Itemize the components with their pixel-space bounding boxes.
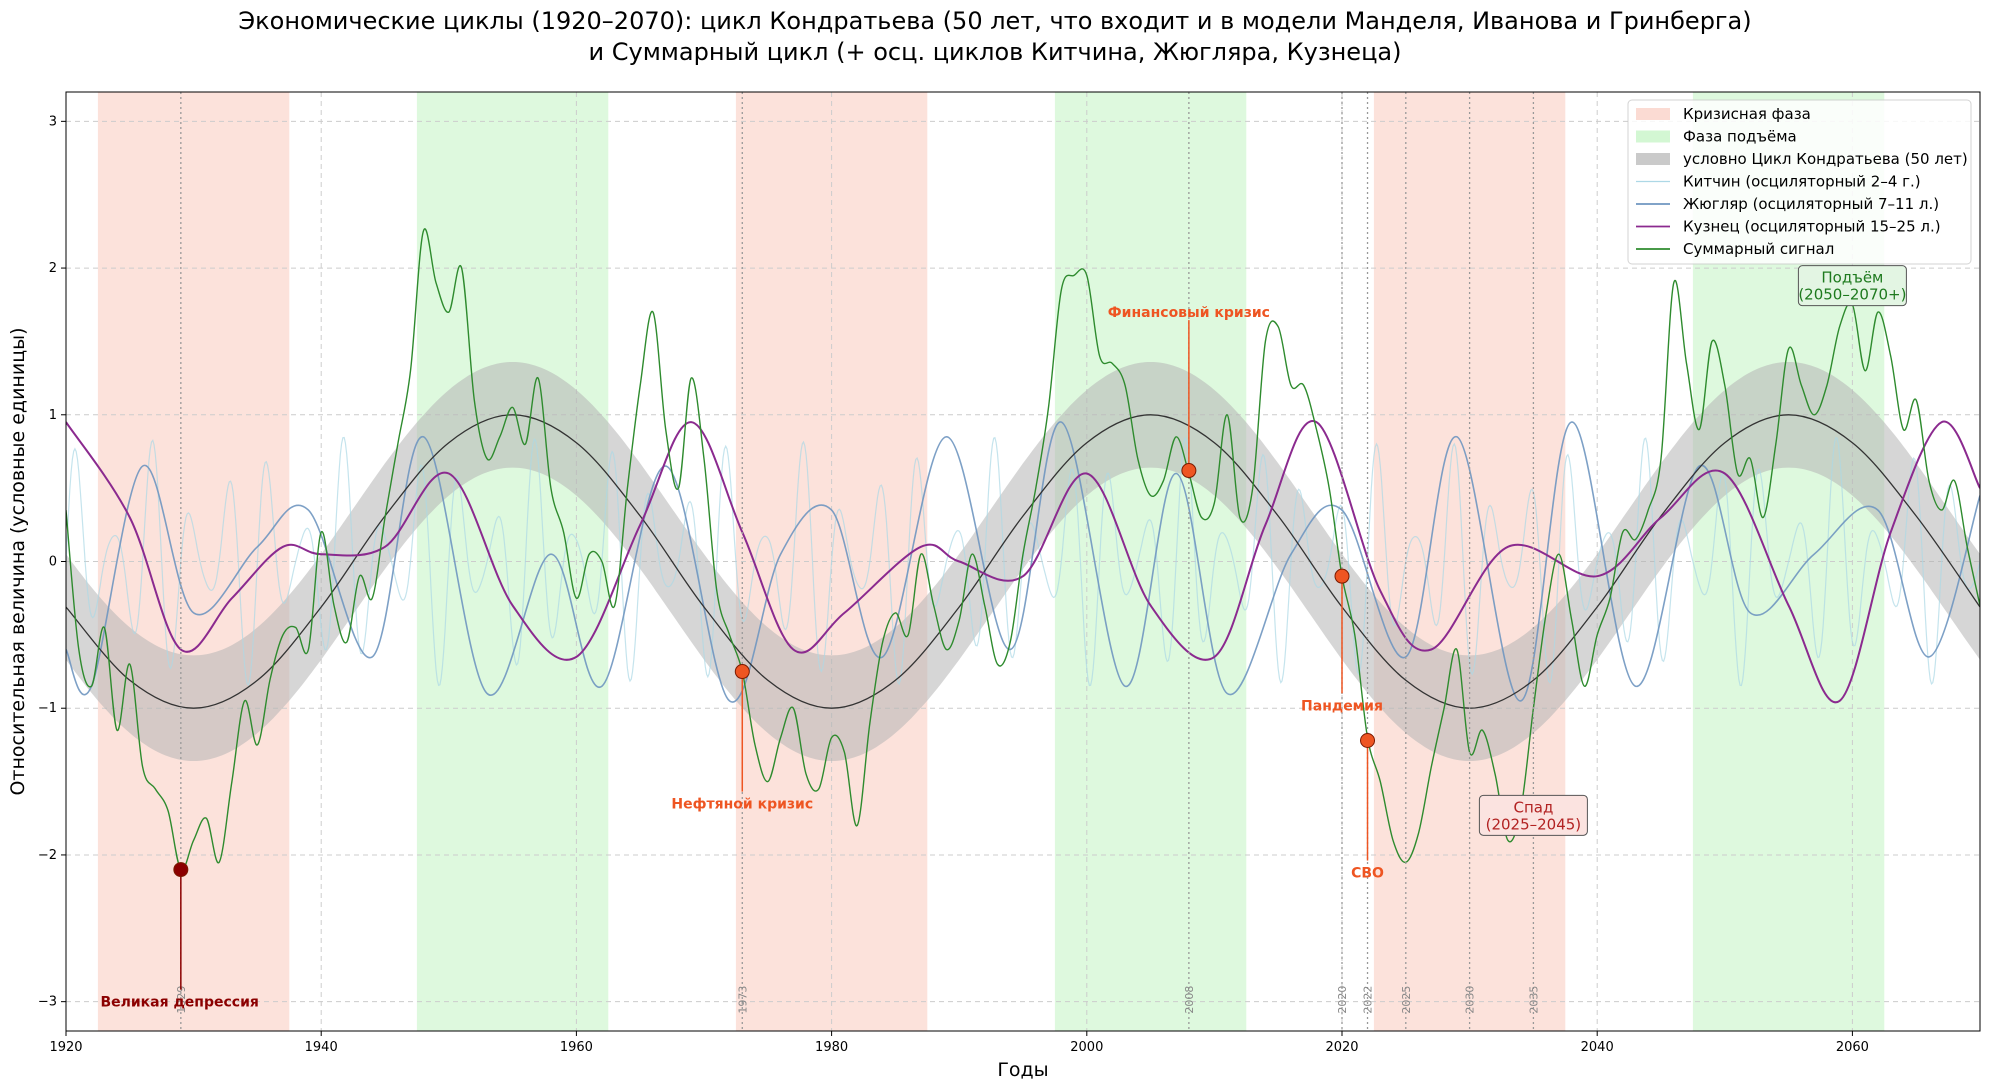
kuznets-line [66,420,1980,704]
chart-title: Экономические циклы (1920–2070): цикл Ко… [0,6,1990,68]
vline-label-2030: 2030 [1464,986,1477,1014]
event-marker-3 [1334,568,1350,584]
phase-box-line1-1: Подъём [1821,269,1883,287]
x-tick-label-1920: 1920 [49,1040,82,1055]
vline-label-1973: 1973 [736,986,749,1014]
vline-label-2025: 2025 [1400,986,1413,1014]
event-label-4: СВО [1351,866,1384,882]
x-tick-label-1980: 1980 [815,1040,848,1055]
y-axis-label: Относительная величина (условные единицы… [7,327,29,795]
legend-label-kuznets: Кузнец (осциляторный 15–25 л.) [1683,218,1941,236]
y-tick-label--3: −3 [38,995,57,1010]
event-marker-1 [734,664,750,680]
chart-title-line-2: и Суммарный цикл (+ осц. циклов Китчина,… [588,38,1402,66]
legend-label-kitchin: Китчин (осциляторный 2–4 г.) [1683,173,1921,191]
plot-area: 1929 1973 2008 2020 2022 2025 2030 2035 Великая … [66,92,1980,1031]
vline-label-2008: 2008 [1183,986,1196,1014]
legend-swatch-crisis [1636,108,1670,120]
legend-label-crisis: Кризисная фаза [1683,105,1811,123]
x-tick-label-1940: 1940 [305,1040,338,1055]
event-label-1: Нефтяной кризис [671,797,813,813]
kitchin-line [66,436,1980,687]
phase-box-0 [1478,794,1588,836]
y-tick-label-3: 3 [49,114,57,129]
vline-label-1929: 1929 [175,986,188,1014]
phase-box-line1-0: Спад [1513,798,1553,816]
x-tick-label-1960: 1960 [560,1040,593,1055]
y-tick-label--2: −2 [38,848,57,863]
legend-label-kondratiev: условно Цикл Кондратьева (50 лет) [1683,150,1968,168]
legend-box [1627,99,1972,265]
legend-label-juglar: Жюгляр (осциляторный 7–11 л.) [1683,195,1939,213]
y-tick-label--1: −1 [38,701,57,716]
event-marker-0 [173,862,189,878]
y-tick-label-2: 2 [49,261,57,276]
event-label-3: Пандемия [1301,698,1383,714]
event-label-2: Финансовый кризис [1108,305,1270,321]
x-tick-label-2060: 2060 [1836,1040,1869,1055]
chart-title-line-1: Экономические циклы (1920–2070): цикл Ко… [238,7,1752,35]
vline-label-2035: 2035 [1527,986,1540,1014]
x-tick-label-2020: 2020 [1325,1040,1358,1055]
juglar-line [66,421,1980,703]
legend-swatch-kondratiev [1636,153,1670,165]
phase-box-1 [1797,265,1907,307]
legend-swatch-growth [1636,130,1670,143]
y-tick-label-1: 1 [49,408,57,423]
event-label-0: Великая депрессия [100,995,258,1011]
y-tick-label-0: 0 [49,555,57,570]
sum-signal-line [66,228,1980,871]
event-marker-2 [1181,463,1197,479]
x-tick-label-2000: 2000 [1070,1040,1103,1055]
phase-box-line2-0: (2025–2045) [1486,815,1582,833]
vline-label-2020: 2020 [1336,986,1349,1014]
legend-label-growth: Фаза подъёма [1683,128,1797,146]
legend-label-sum: Суммарный сигнал [1683,240,1834,258]
x-tick-label-2040: 2040 [1581,1040,1614,1055]
vline-label-2022: 2022 [1362,986,1375,1014]
phase-box-line2-1: (2050–2070+) [1798,286,1906,304]
x-axis-label: Годы [997,1059,1048,1081]
event-marker-4 [1360,732,1376,748]
